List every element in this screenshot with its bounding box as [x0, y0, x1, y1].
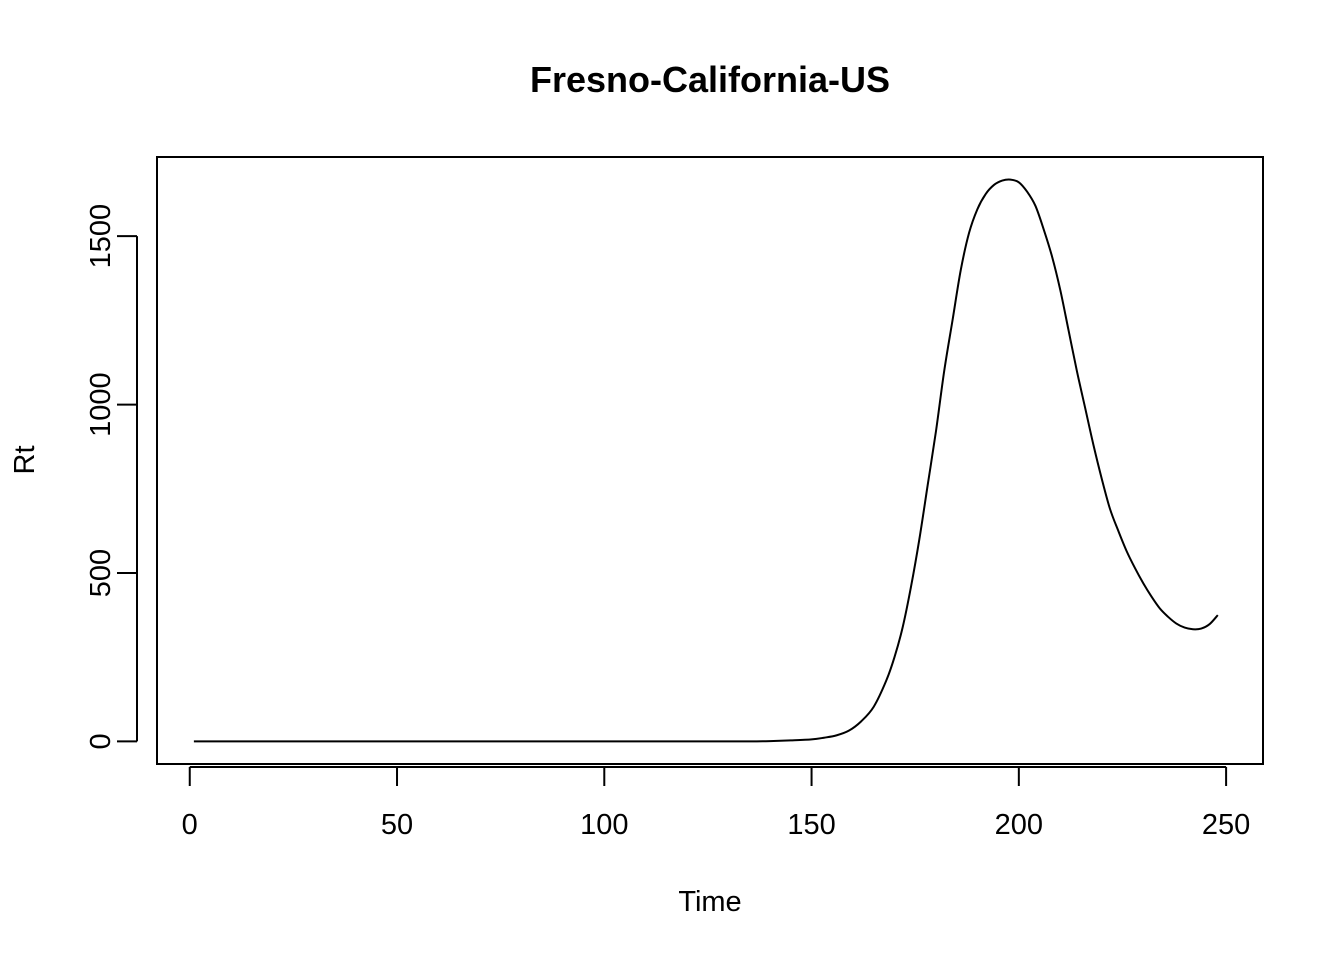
- x-tick-label: 100: [580, 809, 628, 841]
- chart-title: Fresno-California-US: [530, 59, 890, 100]
- x-axis-label: Time: [678, 886, 741, 918]
- y-axis-label: Rt: [9, 446, 41, 475]
- x-tick-label: 50: [381, 809, 413, 841]
- y-tick-label: 1000: [85, 372, 117, 437]
- x-axis: 0 50 100 150 200 250: [182, 766, 1250, 841]
- y-tick-label: 500: [85, 549, 117, 597]
- y-tick-label: 0: [85, 733, 117, 749]
- series-line: [193, 178, 1219, 743]
- x-tick-label: 200: [995, 809, 1043, 841]
- y-tick-label: 1500: [85, 204, 117, 269]
- y-axis: 0 500 1000 1500: [85, 204, 138, 750]
- x-tick-label: 250: [1202, 809, 1250, 841]
- x-tick-label: 0: [182, 809, 198, 841]
- plot-frame: [156, 156, 1264, 765]
- x-tick-label: 150: [787, 809, 835, 841]
